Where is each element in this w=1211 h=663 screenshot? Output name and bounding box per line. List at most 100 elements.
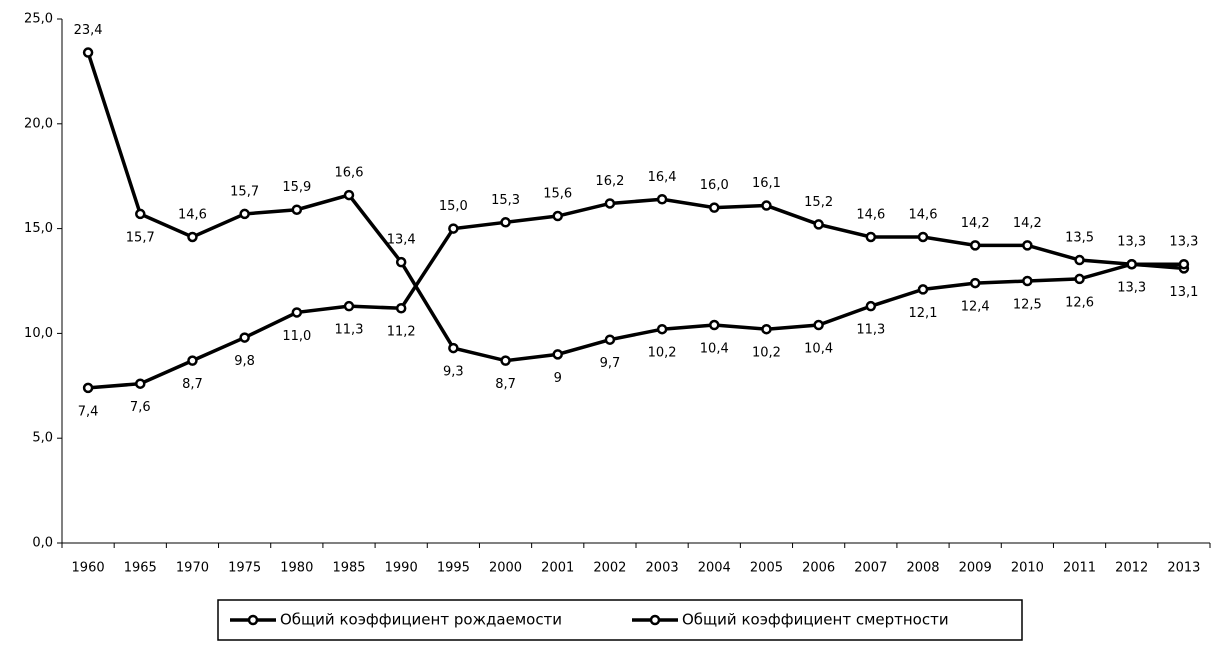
legend-box bbox=[217, 599, 1023, 641]
data-label: 9,3 bbox=[443, 365, 464, 380]
point bbox=[552, 349, 563, 360]
data-label: 7,4 bbox=[78, 404, 99, 419]
x-tick-label: 2006 bbox=[802, 561, 835, 576]
data-label: 13,3 bbox=[1169, 235, 1198, 250]
point bbox=[813, 219, 824, 230]
data-label: 13,3 bbox=[1117, 235, 1146, 250]
point bbox=[969, 277, 981, 289]
x-tick-label: 2001 bbox=[541, 561, 574, 576]
point bbox=[709, 319, 720, 331]
point bbox=[448, 342, 459, 354]
data-label: 10,4 bbox=[700, 342, 729, 357]
y-tick-label: 20,0 bbox=[24, 116, 53, 131]
data-label: 8,7 bbox=[182, 377, 203, 392]
data-label: 16,2 bbox=[595, 174, 624, 189]
y-tick-label: 0,0 bbox=[32, 536, 53, 551]
point bbox=[761, 200, 772, 211]
point bbox=[865, 231, 877, 243]
data-label: 15,6 bbox=[543, 187, 572, 202]
point bbox=[552, 210, 563, 222]
data-label: 10,4 bbox=[804, 342, 833, 357]
point bbox=[969, 240, 981, 251]
point bbox=[917, 231, 929, 243]
x-tick-label: 2002 bbox=[593, 561, 626, 576]
data-label: 12,1 bbox=[909, 306, 938, 321]
data-label: 11,3 bbox=[335, 323, 364, 338]
point bbox=[239, 332, 250, 343]
data-label: 15,7 bbox=[126, 230, 155, 245]
data-label: 11,0 bbox=[282, 329, 311, 344]
data-label: 14,2 bbox=[961, 216, 990, 231]
x-tick-label: 2007 bbox=[854, 561, 887, 576]
data-label: 14,2 bbox=[1013, 216, 1042, 231]
point bbox=[500, 217, 511, 228]
legend-marker bbox=[247, 614, 259, 626]
data-label: 11,3 bbox=[856, 323, 885, 338]
point bbox=[395, 302, 407, 314]
point bbox=[135, 208, 146, 220]
point bbox=[395, 256, 407, 268]
point bbox=[82, 382, 94, 394]
data-label: 15,0 bbox=[439, 199, 468, 214]
x-tick-label: 2005 bbox=[750, 561, 783, 576]
point bbox=[865, 300, 877, 312]
x-tick-label: 1970 bbox=[176, 561, 209, 576]
point bbox=[82, 47, 94, 58]
data-label: 12,6 bbox=[1065, 295, 1094, 310]
point bbox=[709, 202, 720, 213]
point bbox=[135, 378, 146, 389]
point bbox=[500, 355, 511, 366]
point bbox=[1022, 275, 1033, 287]
x-tick-label: 2013 bbox=[1167, 561, 1200, 576]
data-label: 9,7 bbox=[600, 356, 621, 371]
data-label: 14,6 bbox=[178, 207, 207, 222]
data-label: 12,5 bbox=[1013, 298, 1042, 313]
data-label: 11,2 bbox=[387, 325, 416, 340]
series-line bbox=[86, 51, 1185, 363]
data-label: 16,4 bbox=[648, 170, 677, 185]
point bbox=[813, 319, 824, 331]
data-label: 9,8 bbox=[234, 354, 255, 369]
legend-label: Общий коэффициент рождаемости bbox=[280, 611, 562, 629]
y-tick-label: 5,0 bbox=[32, 431, 53, 446]
point bbox=[1178, 258, 1190, 270]
x-tick-label: 2004 bbox=[698, 561, 731, 576]
data-label: 13,3 bbox=[1117, 281, 1146, 296]
point bbox=[187, 355, 198, 366]
x-tick-label: 1990 bbox=[385, 561, 418, 576]
data-label: 12,4 bbox=[961, 300, 990, 315]
x-tick-label: 2008 bbox=[906, 561, 939, 576]
x-tick-label: 2010 bbox=[1011, 561, 1044, 576]
point bbox=[604, 198, 616, 209]
x-tick-label: 1980 bbox=[280, 561, 313, 576]
data-label: 13,4 bbox=[387, 233, 416, 248]
data-label: 15,7 bbox=[230, 184, 259, 199]
data-label: 10,2 bbox=[648, 346, 677, 361]
x-tick-label: 1985 bbox=[332, 561, 365, 576]
series-line bbox=[87, 197, 1184, 390]
x-tick-label: 2003 bbox=[646, 561, 679, 576]
data-label: 23,4 bbox=[74, 23, 103, 38]
point bbox=[656, 194, 668, 205]
data-label: 8,7 bbox=[495, 377, 516, 392]
point bbox=[448, 223, 459, 234]
data-label: 14,6 bbox=[909, 207, 938, 222]
data-label: 15,9 bbox=[282, 180, 311, 195]
data-label: 15,3 bbox=[491, 193, 520, 208]
data-label: 15,2 bbox=[804, 195, 833, 210]
data-label: 14,6 bbox=[856, 207, 885, 222]
data-label: 16,6 bbox=[335, 166, 364, 181]
data-label: 16,1 bbox=[752, 176, 781, 191]
point bbox=[343, 300, 355, 312]
data-label: 13,5 bbox=[1065, 231, 1094, 246]
point bbox=[656, 323, 668, 335]
x-tick-label: 2000 bbox=[489, 561, 522, 576]
y-tick-label: 15,0 bbox=[24, 221, 53, 236]
x-tick-label: 1975 bbox=[228, 561, 261, 576]
x-tick-label: 1965 bbox=[124, 561, 157, 576]
point bbox=[604, 334, 616, 345]
data-label: 9 bbox=[554, 371, 562, 386]
x-tick-label: 2009 bbox=[959, 561, 992, 576]
